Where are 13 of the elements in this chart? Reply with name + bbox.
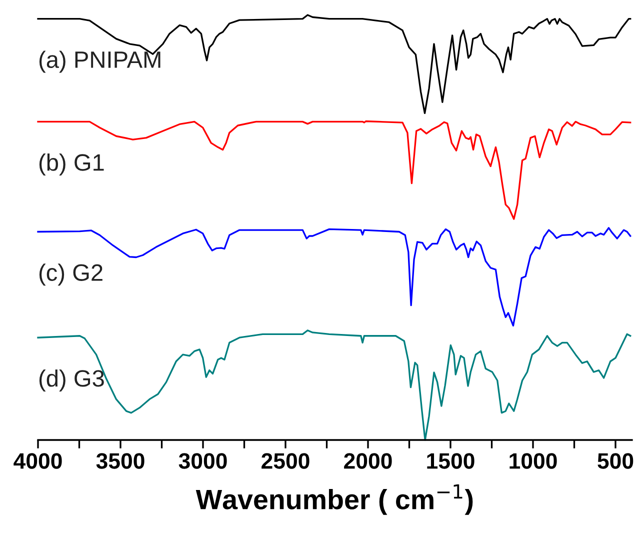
series-label: (c) G2 xyxy=(39,264,102,286)
series-label: (a) PNIPAM xyxy=(39,50,160,73)
x-tick-label: 1500 xyxy=(427,453,474,469)
x-tick-label: 2000 xyxy=(344,453,392,469)
x-axis-title: Wavenumber ( cm$^{−1}$) xyxy=(196,484,473,515)
series-label: (b) G1 xyxy=(39,154,104,176)
x-tick-label: 2500 xyxy=(262,453,310,469)
series-label: (d) G3 xyxy=(39,369,104,392)
x-tick-label: 3000 xyxy=(178,453,227,469)
x-tick-label: 3500 xyxy=(96,453,144,469)
x-tick-label: 1000 xyxy=(510,453,557,469)
x-tick-label: 4000 xyxy=(14,453,62,469)
x-tick-label: 500 xyxy=(598,453,634,469)
